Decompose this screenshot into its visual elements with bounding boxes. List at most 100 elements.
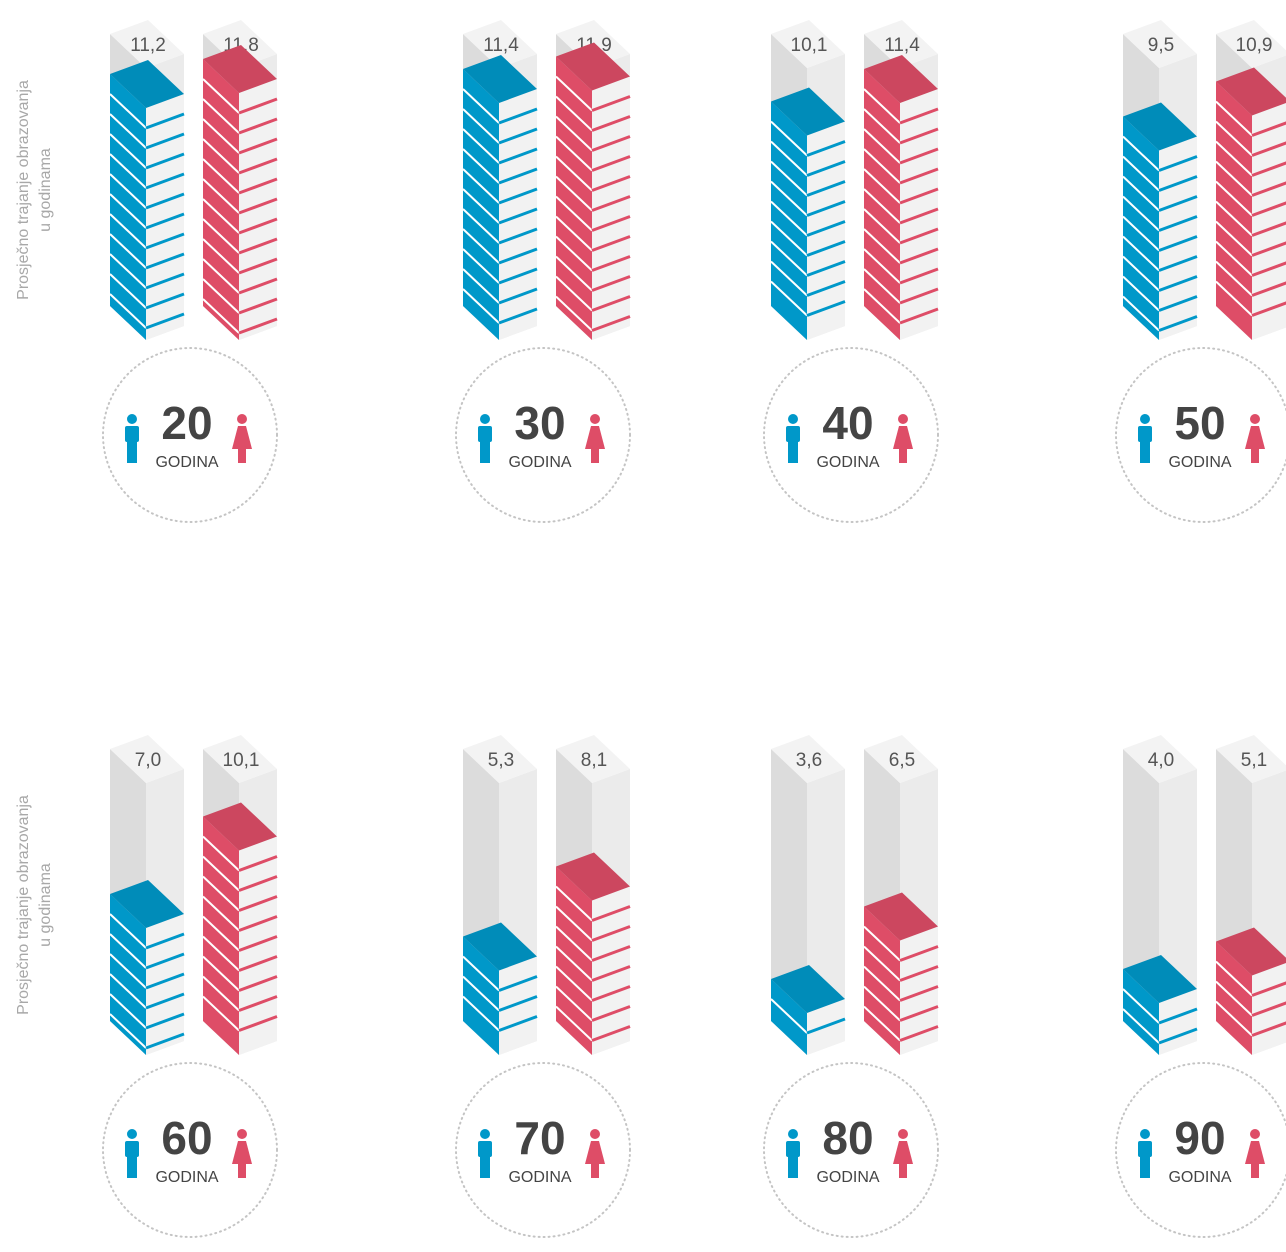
book-top [1216, 67, 1286, 116]
book-edge [863, 945, 901, 982]
book-edge [202, 298, 240, 334]
frame-top [203, 735, 277, 783]
icon-legs [899, 448, 907, 463]
icon-dress [1245, 426, 1265, 449]
book-cover [899, 267, 939, 285]
book-edge [555, 175, 593, 212]
icon-dress [232, 1141, 252, 1164]
book-cover [1251, 281, 1286, 297]
book-top [556, 42, 630, 91]
book-edge [462, 955, 500, 992]
icon-head [480, 1129, 490, 1139]
book-top [110, 880, 184, 928]
book-cover [899, 965, 939, 982]
book-edge [1122, 988, 1160, 1024]
book-cover [899, 107, 939, 125]
book-edge [202, 278, 240, 314]
book-top [864, 55, 938, 103]
frame-top [556, 735, 630, 783]
icon-head [898, 1129, 908, 1139]
book-edge [1122, 295, 1160, 332]
icon-head [1140, 414, 1150, 424]
book-top [1123, 955, 1197, 1003]
icon-dress [1245, 1141, 1265, 1164]
book-right [239, 79, 277, 340]
book-edge [555, 275, 593, 312]
book-edge [462, 88, 500, 124]
book-cover [1158, 235, 1198, 252]
book-left [463, 69, 499, 340]
age-circle [455, 347, 631, 523]
book-cover [145, 232, 185, 250]
book-edge [770, 280, 808, 317]
icon-dress [232, 426, 252, 449]
age-circle [1115, 1062, 1286, 1238]
icon-dress [585, 1141, 605, 1164]
book-stack [863, 892, 939, 1055]
book-cover [1158, 175, 1198, 192]
icon-legs [480, 441, 490, 463]
book-cover [238, 237, 278, 255]
book-stack [555, 42, 631, 340]
icon-dress [893, 426, 913, 449]
icon-head [898, 414, 908, 424]
book-edge [1215, 220, 1253, 257]
book-edge [202, 935, 240, 972]
icon-dress [893, 1141, 913, 1164]
book-cover [238, 317, 278, 335]
book-edge [863, 168, 901, 204]
book-cover [145, 212, 185, 230]
book-cover [145, 952, 185, 970]
book-stack [462, 922, 538, 1055]
age-unit: GODINA [508, 454, 571, 471]
book-cover [1251, 121, 1286, 137]
book-edge [109, 133, 147, 169]
book-cover [1251, 161, 1286, 177]
book-cover [899, 985, 939, 1002]
book-edge [1122, 155, 1160, 192]
book-cover [498, 287, 538, 305]
book-edge [202, 258, 240, 294]
age-circle [455, 1062, 631, 1238]
book-edge [1215, 1000, 1253, 1037]
female-icon [1245, 1129, 1265, 1178]
book-cover [145, 972, 185, 990]
book-cover [498, 107, 538, 125]
icon-body [786, 426, 800, 442]
book-cover [238, 177, 278, 195]
book-cover [1251, 141, 1286, 157]
book-edge [202, 975, 240, 1012]
book-cover [899, 1025, 939, 1042]
book-right [900, 926, 938, 1055]
icon-dress [585, 426, 605, 449]
book-edge [1215, 200, 1253, 237]
icon-legs [788, 441, 798, 463]
book-edge [1215, 960, 1253, 997]
male-icon [478, 414, 492, 463]
book-edge [555, 905, 593, 942]
book-edge [1215, 280, 1253, 317]
book-cover [498, 247, 538, 265]
book-edge [109, 933, 147, 969]
book-stack [770, 87, 846, 340]
icon-head [1250, 1129, 1260, 1139]
book-cover [238, 855, 278, 872]
book-edge [770, 220, 808, 257]
age-unit: GODINA [508, 1169, 571, 1186]
icon-head [788, 1129, 798, 1139]
book-cover [238, 97, 278, 115]
book-edge [863, 985, 901, 1022]
book-edge [770, 160, 808, 197]
book-cover [899, 1005, 939, 1022]
frame-top [1123, 20, 1197, 68]
book-cover [899, 147, 939, 165]
book-edge [202, 835, 240, 872]
book-cover [806, 1017, 846, 1035]
book-top [864, 892, 938, 941]
book-edge [109, 973, 147, 1009]
male-icon [1138, 414, 1152, 463]
book-cover [145, 1032, 185, 1050]
book-stack [770, 965, 846, 1055]
book-edge [109, 233, 147, 269]
book-edge [770, 260, 808, 297]
